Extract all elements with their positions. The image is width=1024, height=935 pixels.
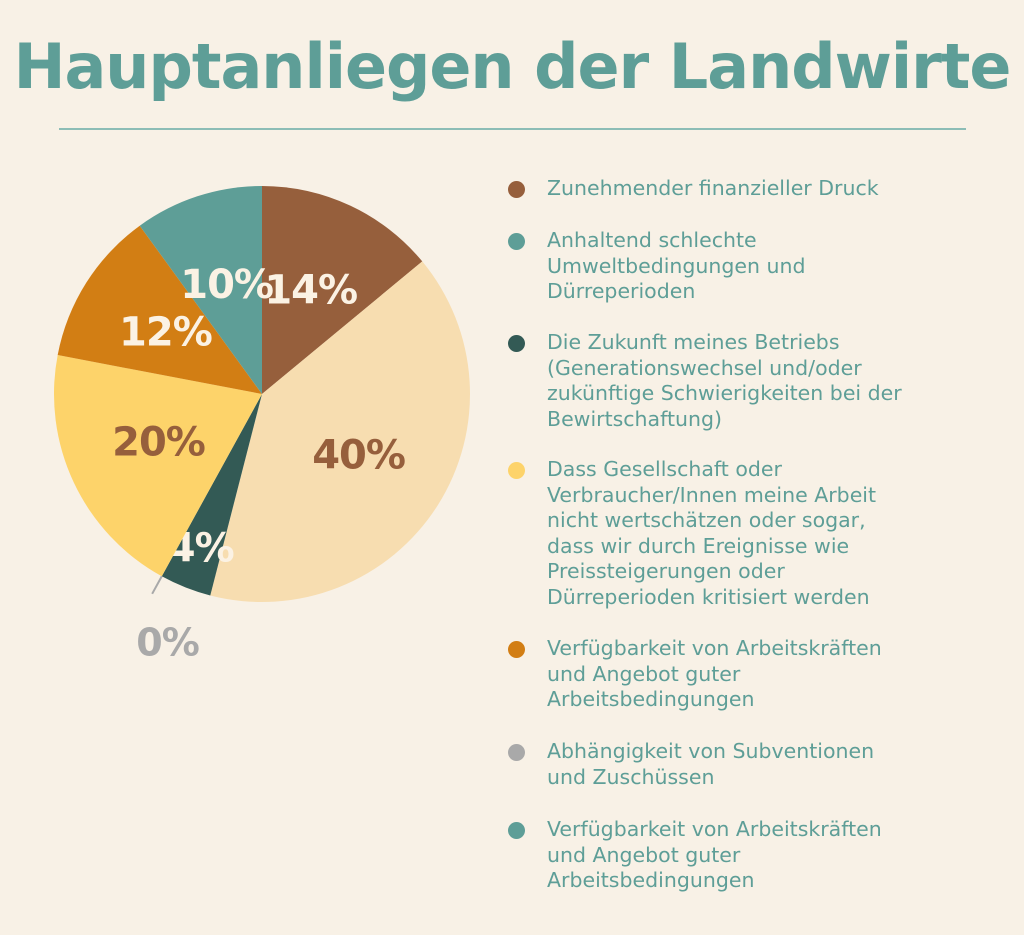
pie-label-12: 12%: [119, 310, 212, 356]
pie-slice-12: [57, 225, 263, 394]
pie-slice-4: [161, 394, 262, 596]
pie-label-40: 40%: [312, 432, 405, 478]
title-divider: [59, 128, 966, 130]
pie-label-14: 14%: [264, 267, 357, 313]
legend-item: Dass Gesellschaft oder Verbraucher/Innen …: [508, 457, 978, 610]
legend-dot: [508, 822, 525, 839]
pie-leader-line: [151, 575, 163, 595]
legend-label: Verfügbarkeit von Arbeitskräften und Ange…: [547, 817, 882, 892]
chart-title: Hauptanliegen der Landwirte: [13, 30, 1012, 103]
pie-slice-14: [262, 186, 423, 394]
legend-dot: [508, 233, 525, 250]
legend-label: Zunehmender finanzieller Druck: [547, 176, 879, 200]
legend-item: Zunehmender finanzieller Druck: [508, 176, 978, 202]
legend-label: Abhängigkeit von Subventionen und Zuschüs…: [547, 739, 875, 789]
legend-item: Anhaltend schlechte Umweltbedingungen und…: [508, 228, 978, 305]
legend-label: Verfügbarkeit von Arbeitskräften und Ange…: [547, 636, 882, 711]
legend-item: Verfügbarkeit von Arbeitskräften und Ange…: [508, 636, 978, 713]
legend-item: Die Zukunft meines Betriebs (Generationsw…: [508, 330, 978, 432]
legend-dot: [508, 744, 525, 761]
legend-label: Anhaltend schlechte Umweltbedingungen und…: [547, 228, 806, 303]
pie-label-10: 10%: [180, 262, 273, 308]
pie-slice-20: [53, 355, 262, 577]
legend-item: Abhängigkeit von Subventionen und Zuschüs…: [508, 739, 978, 790]
legend-label: Die Zukunft meines Betriebs (Generationsw…: [547, 330, 902, 431]
legend-dot: [508, 181, 525, 198]
legend-dot: [508, 335, 525, 352]
legend-dot: [508, 462, 525, 479]
legend-item: Verfügbarkeit von Arbeitskräften und Ange…: [508, 817, 978, 894]
pie-slice-10: [139, 186, 262, 394]
legend-dot: [508, 641, 525, 658]
pie-label-20: 20%: [112, 420, 205, 466]
pie-slice-40: [210, 261, 471, 602]
legend-label: Dass Gesellschaft oder Verbraucher/Innen …: [547, 457, 877, 609]
pie-label-0: 0%: [136, 621, 199, 665]
